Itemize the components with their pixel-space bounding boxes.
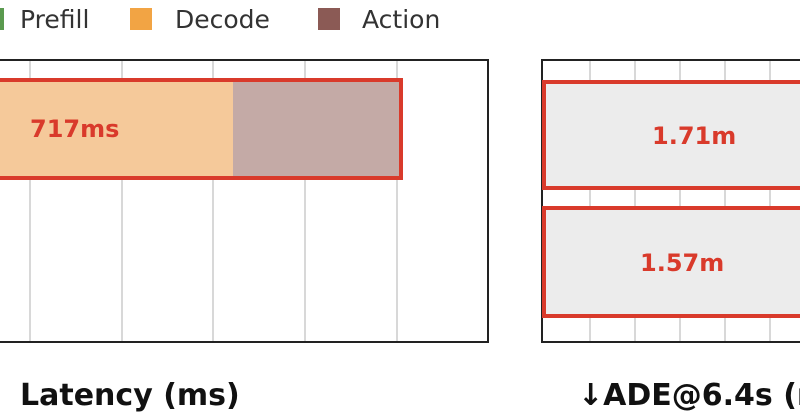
ade-bar-value-label: 1.71m [652, 122, 736, 150]
ade-bar-value-label: 1.57m [640, 249, 724, 277]
bar-segment-action [233, 80, 401, 178]
ade-bar [542, 80, 800, 190]
ade-bars: 1.71m 1.57m [542, 80, 800, 318]
latency-bars: 717ms [0, 78, 403, 180]
ade-panel: 1.71m 1.57m ↓ADE@6.4s (m [541, 59, 800, 413]
legend-swatch-decode [130, 8, 152, 30]
legend-label-decode: Decode [175, 5, 270, 34]
legend-swatch-prefill [0, 8, 4, 30]
ade-plot-frame [541, 59, 800, 343]
latency-plot-frame [0, 59, 489, 343]
legend-swatch-action [318, 8, 340, 30]
legend-label-prefill: Prefill [20, 5, 89, 34]
ade-bar [542, 206, 800, 318]
bar-segment-decode [0, 80, 233, 178]
latency-axis-title: Latency (ms) [20, 378, 240, 413]
legend: Prefill Decode Action [0, 5, 440, 34]
legend-label-action: Action [362, 5, 440, 34]
bar-value-label: 717ms [30, 115, 119, 143]
latency-panel: 717ms Latency (ms) [0, 59, 489, 413]
bar-highlight-border [0, 78, 403, 180]
ade-axis-title: ↓ADE@6.4s (m [578, 378, 800, 413]
